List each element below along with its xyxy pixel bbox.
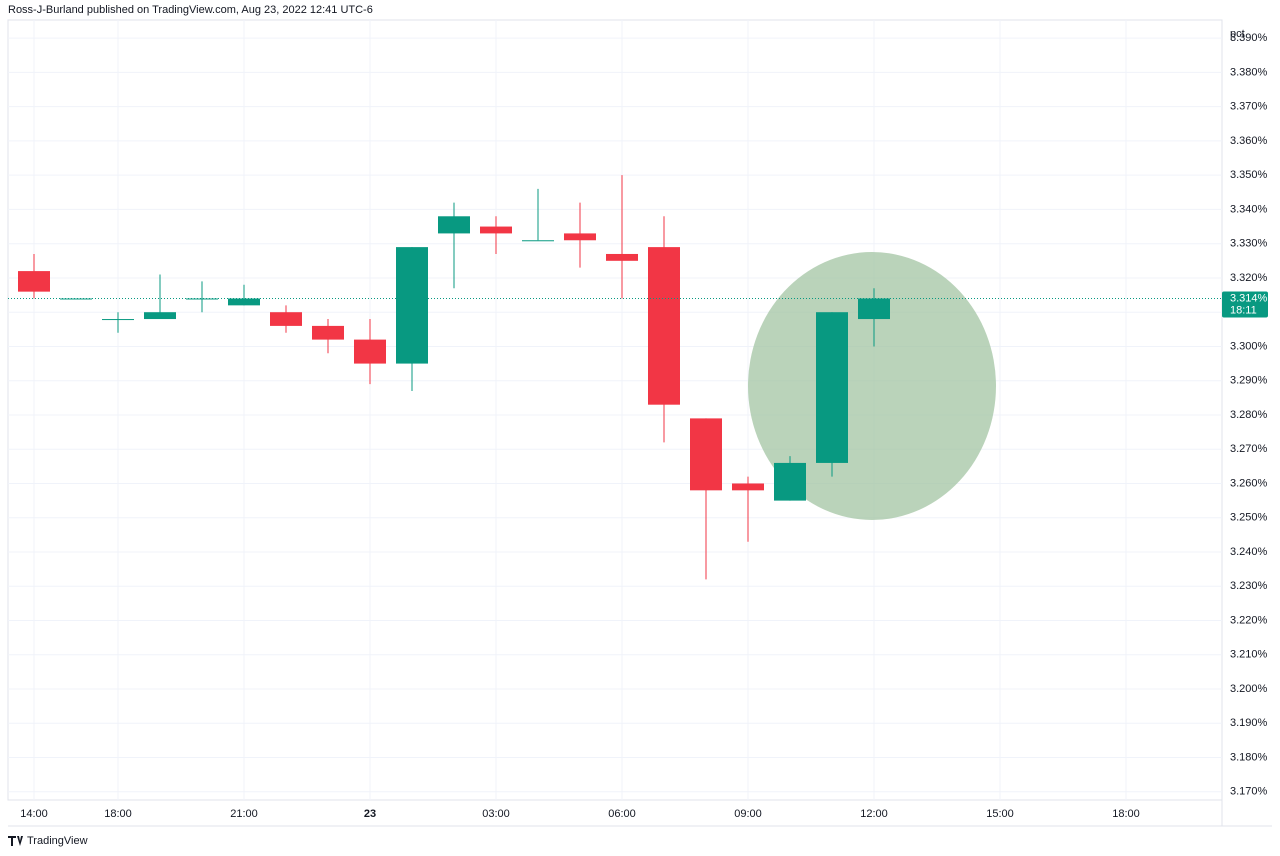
y-tick-label: 3.270% (1230, 443, 1268, 455)
candle-body (18, 271, 50, 292)
y-tick-label: 3.180% (1230, 751, 1268, 763)
x-tick-label: 12:00 (860, 808, 888, 820)
y-tick-label: 3.240% (1230, 546, 1268, 558)
y-tick-label: 3.380% (1230, 66, 1268, 78)
header: Ross-J-Burland published on TradingView.… (8, 4, 373, 16)
y-tick-label: 3.200% (1230, 683, 1268, 695)
candle-body (648, 247, 680, 405)
candle-body (312, 325, 344, 340)
x-tick-label: 15:00 (986, 808, 1014, 820)
candle-body (438, 216, 470, 234)
candle-body (396, 247, 428, 364)
x-tick-label: 06:00 (608, 808, 636, 820)
footer: TradingView (27, 835, 88, 847)
unit-bg (1224, 27, 1274, 41)
candle-body (564, 233, 596, 241)
y-tick-label: 3.280% (1230, 409, 1268, 421)
candle-body (522, 240, 554, 242)
y-tick-label: 3.340% (1230, 203, 1268, 215)
y-tick-label: 3.320% (1230, 272, 1268, 284)
candle-body (354, 339, 386, 364)
y-tick-label: 3.370% (1230, 101, 1268, 113)
y-tick-label: 3.330% (1230, 238, 1268, 250)
price-tag (1222, 291, 1268, 318)
x-tick-label: 23 (364, 808, 376, 820)
candle-body (102, 319, 134, 321)
candle-body (228, 298, 260, 306)
price-tag-countdown: 18:11 (1230, 304, 1257, 316)
x-tick-label: 18:00 (104, 808, 132, 820)
candle-body (480, 226, 512, 234)
candle-body (606, 253, 638, 261)
y-tick-label: 3.360% (1230, 135, 1268, 147)
y-tick-label: 3.170% (1230, 786, 1268, 798)
candle-body (774, 462, 806, 501)
y-tick-label: 3.290% (1230, 375, 1268, 387)
y-axis-label: pct (1230, 28, 1245, 40)
candles (18, 175, 890, 580)
y-tick-label: 3.350% (1230, 169, 1268, 181)
candle-body (816, 312, 848, 463)
x-tick-label: 09:00 (734, 808, 762, 820)
y-tick-label: 3.190% (1230, 717, 1268, 729)
footer-logo: TradingView (8, 835, 88, 847)
y-tick-label: 3.220% (1230, 614, 1268, 626)
candle-body (186, 298, 218, 300)
candle-body (60, 298, 92, 300)
price-tag-value: 3.314% (1230, 292, 1268, 304)
y-tick-label: 3.210% (1230, 649, 1268, 661)
candle-body (858, 298, 890, 320)
x-tick-label: 21:00 (230, 808, 258, 820)
y-tick-label: 3.250% (1230, 512, 1268, 524)
y-tick-label: 3.300% (1230, 340, 1268, 352)
x-tick-label: 14:00 (20, 808, 48, 820)
x-tick-label: 03:00 (482, 808, 510, 820)
candle-body (732, 483, 764, 491)
candle-body (690, 418, 722, 491)
y-tick-label: 3.260% (1230, 477, 1268, 489)
grid (8, 20, 1222, 800)
y-tick-label: 3.390% (1230, 32, 1268, 44)
y-tick-label: 3.230% (1230, 580, 1268, 592)
candle-body (270, 312, 302, 326)
x-tick-label: 18:00 (1112, 808, 1140, 820)
logo (8, 836, 23, 846)
highlight-circle (748, 252, 996, 520)
candle-body (144, 312, 176, 320)
